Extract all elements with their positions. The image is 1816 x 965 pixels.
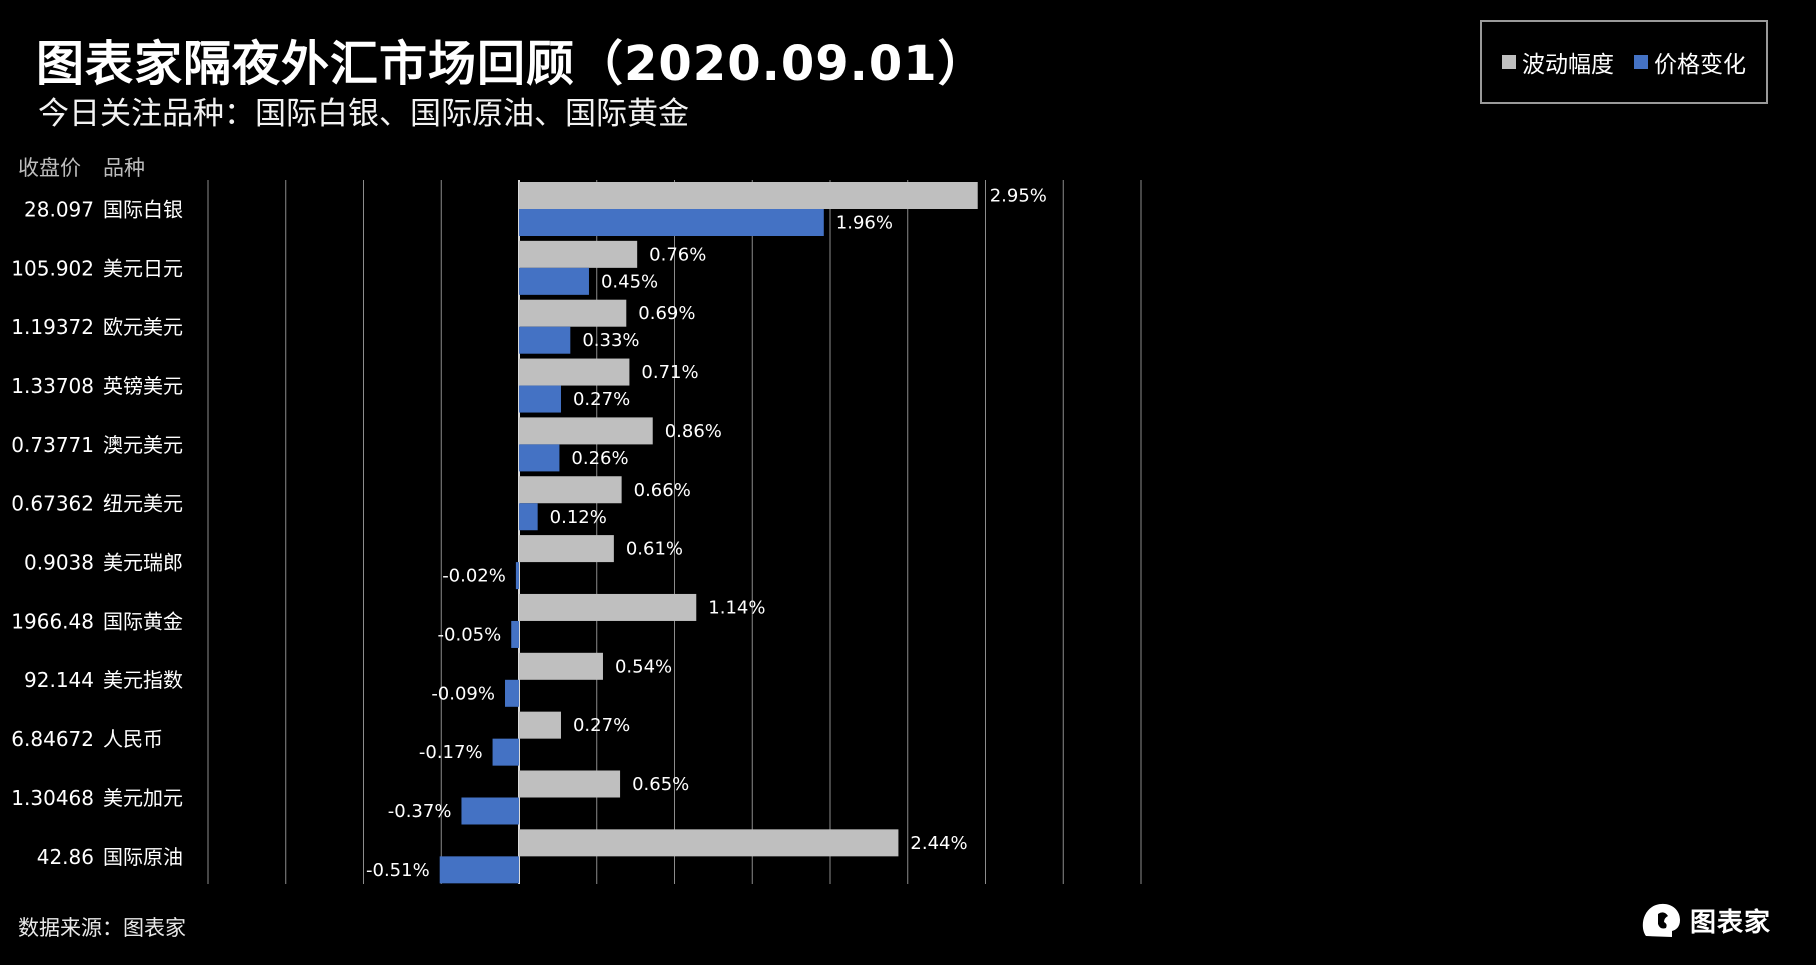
change-value-label: 0.33% (582, 330, 639, 351)
close-price-header: 收盘价 (18, 156, 81, 180)
amplitude-bar (519, 711, 561, 739)
change-bar (519, 385, 561, 413)
amplitude-value-label: 1.14% (708, 597, 765, 618)
legend: 波动幅度 价格变化 (1480, 20, 1768, 104)
change-bar (519, 503, 538, 531)
amplitude-value-label: 0.54% (615, 656, 672, 677)
close-price-label: 105.902 (11, 256, 94, 280)
change-value-label: -0.37% (388, 801, 452, 822)
instrument-label: 美元指数 (103, 668, 183, 692)
legend-label-change: 价格变化 (1654, 52, 1746, 78)
amplitude-bar (519, 476, 622, 504)
legend-swatch-change (1634, 55, 1648, 69)
close-price-label: 1.30468 (11, 786, 94, 810)
instrument-label: 纽元美元 (103, 492, 183, 516)
head-silhouette-icon (1642, 903, 1680, 937)
change-bar (511, 620, 519, 648)
legend-swatch-amplitude (1502, 55, 1516, 69)
amplitude-value-label: 0.71% (641, 362, 698, 383)
change-bar (519, 267, 589, 295)
amplitude-value-label: 0.27% (573, 715, 630, 736)
instrument-label: 美元瑞郎 (103, 551, 183, 575)
change-bar (505, 679, 519, 707)
chart-subtitle: 今日关注品种：国际白银、国际原油、国际黄金 (38, 96, 689, 132)
amplitude-value-label: 0.69% (638, 303, 695, 324)
close-price-label: 0.67362 (11, 492, 94, 516)
amplitude-value-label: 0.86% (665, 421, 722, 442)
close-price-label: 6.84672 (11, 727, 94, 751)
change-bar (492, 738, 519, 766)
amplitude-value-label: 0.66% (634, 480, 691, 501)
amplitude-bar (519, 358, 630, 386)
amplitude-bar (519, 652, 603, 680)
amplitude-bar (519, 417, 653, 445)
close-price-label: 1.33708 (11, 374, 94, 398)
change-value-label: 0.26% (571, 448, 628, 469)
data-source: 数据来源：图表家 (18, 916, 186, 940)
close-price-label: 0.73771 (11, 433, 94, 457)
amplitude-bar (519, 299, 627, 327)
amplitude-value-label: 0.76% (649, 244, 706, 265)
amplitude-bar (519, 240, 638, 268)
bars (439, 182, 978, 884)
change-value-label: 0.45% (601, 271, 658, 292)
gridlines (207, 180, 1142, 884)
change-bar (519, 209, 824, 236)
change-value-label: 1.96% (836, 213, 893, 234)
legend-item-change: 价格变化 (1634, 45, 1746, 79)
instrument-label: 人民币 (103, 727, 163, 751)
change-value-label: -0.05% (438, 624, 502, 645)
change-bar (515, 562, 519, 590)
instrument-label: 美元日元 (103, 256, 183, 280)
change-bar (519, 326, 571, 354)
close-price-label: 0.9038 (24, 551, 94, 575)
instrument-label: 国际原油 (103, 845, 183, 869)
amplitude-value-label: 2.95% (990, 186, 1047, 207)
legend-label-amplitude: 波动幅度 (1522, 52, 1614, 78)
amplitude-value-label: 0.61% (626, 539, 683, 560)
legend-item-amplitude: 波动幅度 (1502, 45, 1614, 79)
instrument-label: 澳元美元 (103, 433, 183, 457)
instrument-label: 欧元美元 (103, 315, 183, 339)
instrument-header: 品种 (103, 156, 145, 180)
change-value-label: 0.27% (573, 389, 630, 410)
amplitude-bar (519, 535, 614, 563)
change-value-label: -0.02% (442, 566, 506, 587)
amplitude-bar (519, 182, 978, 209)
close-price-label: 1.19372 (11, 315, 94, 339)
logo-text: 图表家 (1690, 907, 1772, 938)
close-price-label: 28.097 (24, 197, 94, 221)
chart-title: 图表家隔夜外汇市场回顾（2020.09.01） (36, 36, 987, 92)
instrument-label: 英镑美元 (103, 374, 183, 398)
change-value-label: 0.12% (550, 507, 607, 528)
amplitude-bar (519, 770, 621, 798)
amplitude-bar (519, 829, 899, 857)
close-price-label: 1966.48 (11, 609, 94, 633)
change-value-label: -0.17% (419, 742, 483, 763)
instrument-label: 国际黄金 (103, 609, 183, 633)
change-bar (519, 444, 560, 472)
labels: 28.097 国际白银 2.95% 1.96% 105.902 美元日元 0.76% 0.45… (11, 186, 1047, 881)
amplitude-value-label: 2.44% (910, 833, 967, 854)
brand-logo: 图表家 (1638, 900, 1771, 940)
change-bar (439, 856, 519, 884)
amplitude-value-label: 0.65% (632, 774, 689, 795)
change-value-label: -0.09% (431, 683, 495, 704)
instrument-label: 美元加元 (103, 786, 183, 810)
close-price-label: 42.86 (37, 845, 94, 869)
amplitude-bar (519, 593, 697, 621)
change-bar (461, 797, 519, 825)
close-price-label: 92.144 (24, 668, 94, 692)
instrument-label: 国际白银 (103, 197, 183, 221)
change-value-label: -0.51% (366, 860, 430, 881)
